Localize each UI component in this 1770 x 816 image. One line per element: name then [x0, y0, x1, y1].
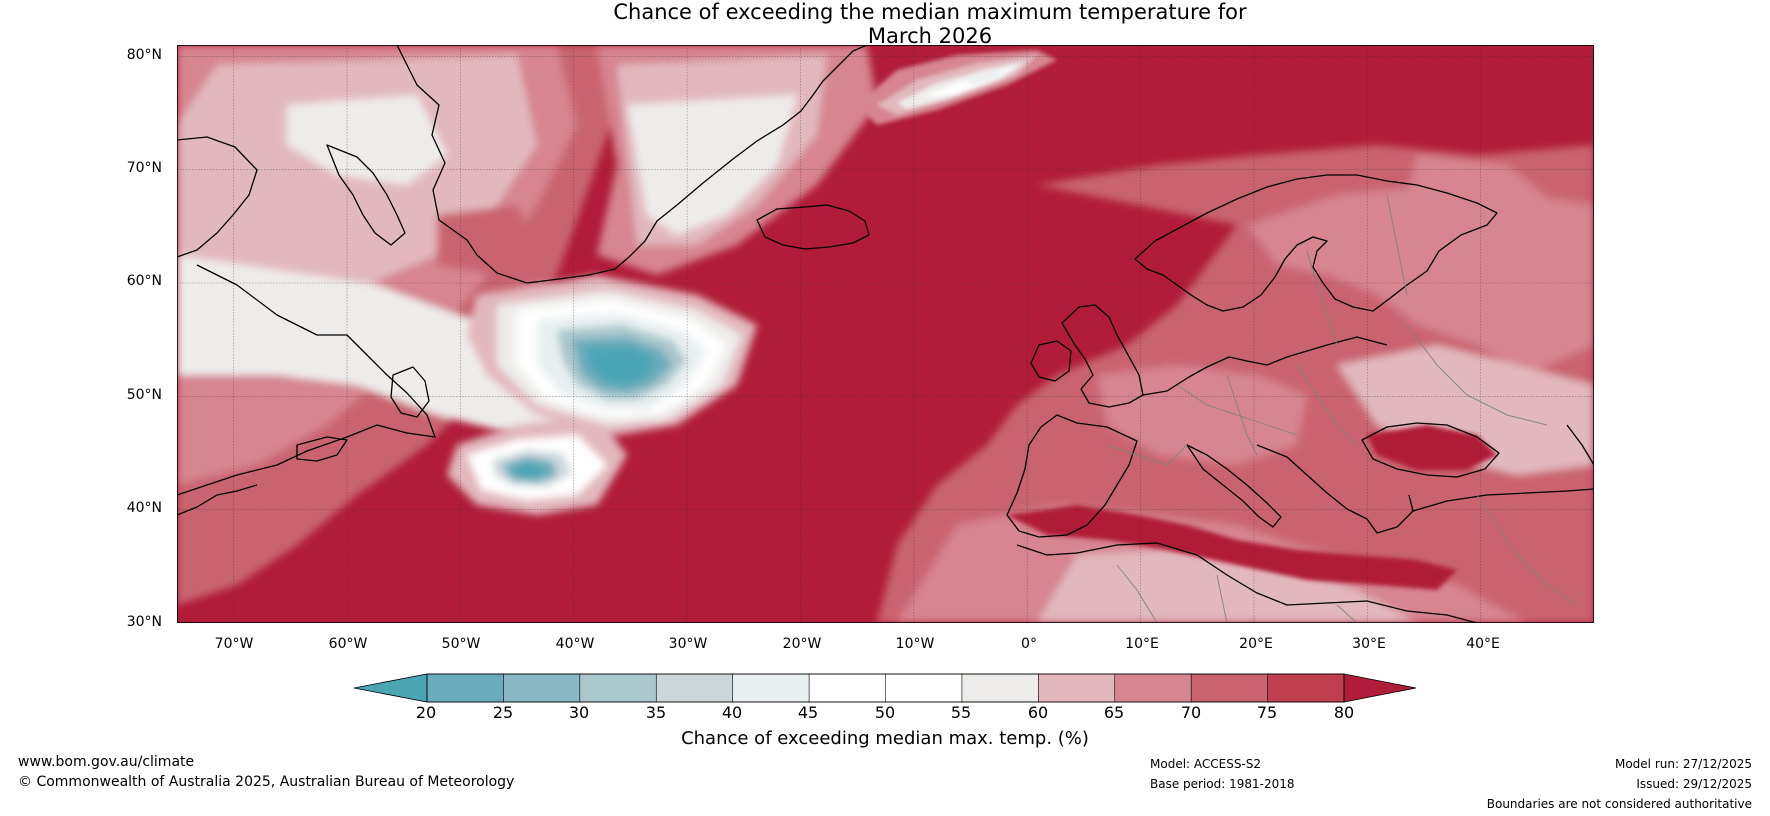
footer-model: Model: ACCESS-S2 [1150, 757, 1262, 771]
lon-label-30e: 30°E [1352, 636, 1386, 652]
map-title-line1: Chance of exceeding the median maximum t… [613, 0, 1247, 24]
map-frame [177, 45, 1594, 623]
colorbar-tick-30: 30 [568, 703, 590, 722]
forecast-map [177, 45, 1594, 623]
coastline-newfoundland [390, 366, 430, 418]
lon-label-20e: 20°E [1239, 636, 1273, 652]
lat-label-50n: 50°N [126, 387, 162, 403]
coastline-italy [1186, 444, 1282, 528]
colorbar-bin [1114, 673, 1192, 703]
coastline-british-isles [1061, 304, 1144, 408]
colorbar-tick-25: 25 [492, 703, 514, 722]
coastline-black-sea [1361, 422, 1500, 478]
coastline-caspian-edge [1566, 424, 1594, 466]
footer-base-period: Base period: 1981-2018 [1150, 777, 1295, 791]
colorbar-tick-50: 50 [874, 703, 896, 722]
coastlines [177, 45, 1594, 623]
colorbar-bin [808, 673, 887, 703]
west-atlantic-shading [177, 45, 877, 605]
colorbar-bin [579, 673, 657, 703]
coastline-anatolia [1412, 488, 1594, 512]
lat-label-70n: 70°N [126, 160, 162, 176]
coastline-baffin [177, 136, 258, 258]
coastline-labrador [177, 264, 436, 496]
footer-model-run: Model run: 27/12/2025 [1614, 757, 1752, 771]
colorbar-bin [885, 673, 963, 703]
colorbar-bin [503, 673, 581, 703]
coastline-nova-scotia [296, 436, 348, 462]
colorbar-bin [1267, 673, 1345, 703]
colorbar-tick-40: 40 [721, 703, 743, 722]
map-title: Chance of exceeding the median maximum t… [0, 0, 1770, 48]
lat-label-80n: 80°N [126, 47, 162, 63]
coastline-baffin-east [326, 144, 406, 246]
colorbar [353, 673, 1417, 703]
lon-label-60w: 60°W [328, 636, 368, 652]
coastline-ireland [1030, 340, 1072, 382]
europe-shading [877, 145, 1594, 623]
colorbar-tick-60: 60 [1027, 703, 1049, 722]
lon-label-40e: 40°E [1466, 636, 1500, 652]
lat-label-30n: 30°N [126, 614, 162, 630]
coastline-scandinavia [1134, 174, 1498, 312]
map-title-line2: March 2026 [867, 24, 993, 48]
colorbar-tick-65: 65 [1103, 703, 1125, 722]
colorbar-tick-55: 55 [950, 703, 972, 722]
coastline-greenland [396, 45, 868, 284]
coastline-iberia [1006, 414, 1138, 538]
colorbar-bin [961, 673, 1039, 703]
arctic-anomaly [857, 50, 1057, 125]
colorbar-bin [426, 673, 505, 703]
colorbar-bin [732, 673, 810, 703]
colorbar-tick-80: 80 [1333, 703, 1355, 722]
colorbar-tick-35: 35 [645, 703, 667, 722]
colorbar-bin [1190, 673, 1269, 703]
colorbar-tick-70: 70 [1180, 703, 1202, 722]
mediterranean-sea [1007, 425, 1497, 590]
coastline-iceland [756, 204, 870, 250]
lon-label-0: 0° [1021, 636, 1037, 652]
coastline-us-east [177, 484, 258, 516]
colorbar-tick-20: 20 [415, 703, 437, 722]
lon-label-10w: 10°W [895, 636, 935, 652]
lon-label-20w: 20°W [782, 636, 822, 652]
graticule [177, 45, 1594, 623]
colorbar-bin [655, 673, 734, 703]
colorbar-tick-45: 45 [797, 703, 819, 722]
lon-label-40w: 40°W [555, 636, 595, 652]
lon-label-70w: 70°W [214, 636, 254, 652]
mid-atlantic-anomaly [447, 275, 757, 515]
coastline-north-africa [1016, 542, 1478, 623]
colorbar-over-arrow [1343, 673, 1417, 703]
footer-issued: Issued: 29/12/2025 [1636, 777, 1752, 791]
lon-label-10e: 10°E [1125, 636, 1159, 652]
lon-label-30w: 30°W [668, 636, 708, 652]
footer-disclaimer: Boundaries are not considered authoritat… [1486, 797, 1752, 811]
lat-label-60n: 60°N [126, 273, 162, 289]
lat-label-40n: 40°N [126, 500, 162, 516]
colorbar-frame [426, 673, 1345, 703]
colorbar-under-arrow [353, 673, 428, 703]
footer-website: www.bom.gov.au/climate [18, 754, 195, 770]
coastline-balkans [1256, 444, 1414, 534]
coastline-continent [1142, 336, 1388, 396]
colorbar-bin [1038, 673, 1116, 703]
colorbar-title-text: Chance of exceeding median max. temp. (%… [681, 728, 1089, 749]
lon-label-50w: 50°W [441, 636, 481, 652]
footer-copyright: © Commonwealth of Australia 2025, Austra… [18, 774, 515, 790]
country-borders [1106, 194, 1578, 623]
colorbar-tick-75: 75 [1256, 703, 1278, 722]
